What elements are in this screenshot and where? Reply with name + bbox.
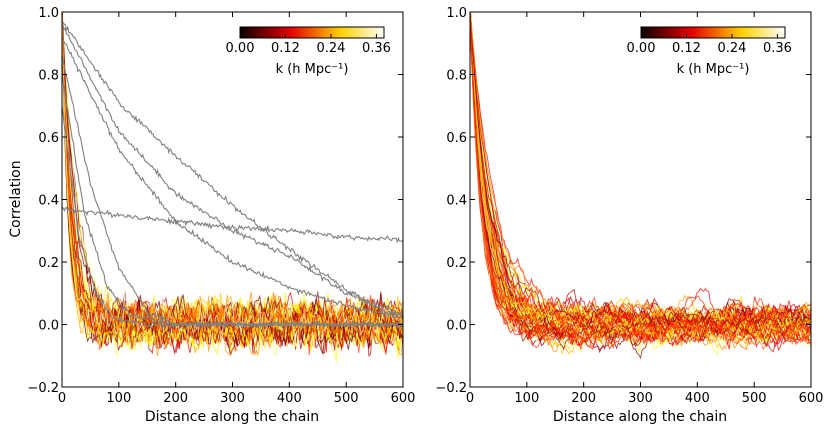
left-x-tick-label: 300	[220, 391, 245, 406]
right-colored-series-line	[470, 18, 811, 355]
right-colored-series-line	[470, 12, 811, 336]
left-colored-series-line	[62, 14, 403, 349]
right-x-tick-label: 0	[466, 391, 474, 406]
right-colorbar: 0.00 0.12 0.24 0.36 k (h Mpc⁻¹)	[627, 26, 792, 77]
right-colored-series-line	[470, 12, 811, 346]
left-colorbar-tick-label: 0.36	[362, 41, 391, 56]
left-colored-series-line	[62, 12, 403, 352]
left-colorbar-tick-label: 0.00	[226, 41, 255, 56]
right-x-tick-label: 100	[514, 391, 539, 406]
right-colored-series-line	[470, 14, 811, 344]
left-y-tick-label: 1.0	[38, 6, 59, 21]
right-colored-series-line	[470, 12, 811, 341]
left-colored-series-line	[62, 12, 403, 341]
right-x-tick-label: 400	[685, 391, 710, 406]
left-grey-series-line	[62, 38, 403, 319]
right-y-tick-label: −0.2	[435, 381, 467, 396]
right-ticks: 0 100 200 300 400 500 600 −0.2 0.0 0.2 0.4 0.6 0.8 1.…	[435, 6, 823, 406]
right-colored-series-line	[470, 14, 811, 345]
left-colorbar: 0.00 0.12 0.24 0.36 k (h Mpc⁻¹)	[226, 26, 391, 77]
left-grey-series-line	[62, 74, 403, 330]
right-colored-series-line	[470, 18, 811, 348]
right-colored-series-line	[470, 12, 811, 345]
right-y-tick-label: 0.6	[446, 131, 467, 146]
right-y-tick-label: 0.0	[446, 319, 467, 334]
right-y-tick-label: 0.4	[446, 194, 467, 209]
left-y-tick-label: 0.2	[38, 256, 59, 271]
right-colorbar-tick-label: 0.00	[627, 41, 656, 56]
left-x-tick-label: 100	[106, 391, 131, 406]
right-y-tick-label: 0.8	[446, 69, 467, 84]
right-y-tick-label: 1.0	[446, 6, 467, 21]
left-colorbar-tick-label: 0.12	[271, 41, 300, 56]
left-series	[62, 12, 403, 363]
left-colored-series-line	[62, 12, 403, 353]
right-x-axis-label: Distance along the chain	[553, 409, 727, 425]
left-colored-series-line	[62, 17, 403, 355]
left-y-tick-label: 0.4	[38, 194, 59, 209]
left-colored-series-line	[62, 12, 403, 351]
left-grey-series-line	[62, 54, 403, 329]
left-x-tick-label: 200	[163, 391, 188, 406]
right-colored-series-line	[470, 12, 811, 334]
left-colorbar-label: k (h Mpc⁻¹)	[276, 62, 349, 77]
left-y-tick-label: 0.6	[38, 131, 59, 146]
right-colored-series-line	[470, 12, 811, 345]
left-x-tick-label: 500	[334, 391, 359, 406]
right-colorbar-tick-label: 0.24	[717, 41, 746, 56]
right-colored-series-line	[470, 18, 811, 344]
left-x-tick-label: 400	[277, 391, 302, 406]
left-colorbar-tick-label: 0.24	[316, 41, 345, 56]
right-colored-series-line	[470, 20, 811, 348]
right-colored-series-line	[470, 12, 811, 342]
left-y-tick-label: 0.0	[38, 319, 59, 334]
left-colored-series-line	[62, 14, 403, 352]
left-colored-series-line	[62, 12, 403, 353]
right-colored-series-line	[470, 12, 811, 344]
left-grey-series-line	[62, 206, 403, 244]
left-y-tick-label: −0.2	[27, 381, 59, 396]
right-x-tick-label: 600	[799, 391, 824, 406]
right-y-tick-label: 0.2	[446, 256, 467, 271]
right-colored-series-line	[470, 16, 811, 350]
left-y-tick-label: 0.8	[38, 69, 59, 84]
left-colored-series-line	[62, 12, 403, 339]
left-panel: 0 100 200 300 400 500 600 −0.2 0.0 0.2 0.4 0.6 0.8 1.…	[27, 6, 415, 425]
right-x-tick-label: 300	[628, 391, 653, 406]
left-colorbar-gradient	[239, 26, 385, 39]
left-colored-series-line	[62, 15, 403, 351]
right-colorbar-ticks: 0.00 0.12 0.24 0.36	[627, 34, 792, 56]
y-axis-label: Correlation	[8, 160, 24, 237]
right-colorbar-label: k (h Mpc⁻¹)	[677, 62, 750, 77]
right-panel: 0 100 200 300 400 500 600 −0.2 0.0 0.2 0.4 0.6 0.8 1.…	[435, 6, 823, 425]
right-colored-series-line	[470, 12, 811, 341]
right-colored-series-line	[470, 14, 811, 343]
left-x-tick-label: 600	[391, 391, 416, 406]
left-ticks: 0 100 200 300 400 500 600 −0.2 0.0 0.2 0.4 0.6 0.8 1.…	[27, 6, 415, 406]
left-x-axis-label: Distance along the chain	[145, 409, 319, 425]
right-series	[470, 12, 811, 360]
right-x-tick-label: 500	[742, 391, 767, 406]
left-grey-series-line	[62, 24, 403, 317]
right-x-tick-label: 200	[571, 391, 596, 406]
left-grey-series-line	[62, 106, 403, 330]
right-colored-series-line	[470, 13, 811, 343]
left-colored-series-line	[62, 16, 403, 348]
right-colorbar-tick-label: 0.36	[763, 41, 792, 56]
left-colored-series-line	[62, 12, 403, 352]
left-grey-series-line	[62, 21, 403, 318]
right-colorbar-tick-label: 0.12	[672, 41, 701, 56]
left-x-tick-label: 0	[58, 391, 66, 406]
left-colored-series-line	[62, 12, 403, 343]
left-colorbar-ticks: 0.00 0.12 0.24 0.36	[226, 34, 391, 56]
right-colorbar-gradient	[640, 26, 786, 39]
left-colored-series-line	[62, 18, 403, 362]
